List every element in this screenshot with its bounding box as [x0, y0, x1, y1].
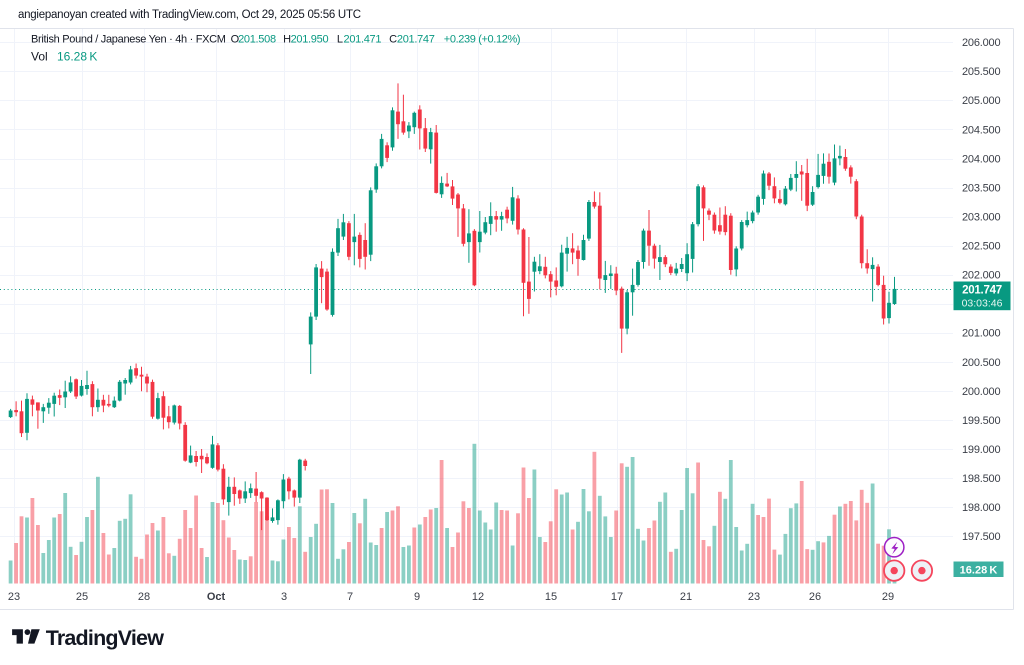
svg-text:201.000: 201.000 — [962, 328, 1000, 340]
svg-text:Vol: Vol — [31, 50, 48, 64]
svg-text:199.000: 199.000 — [962, 444, 1000, 456]
svg-text:202.000: 202.000 — [962, 270, 1000, 282]
svg-text:16.28 K: 16.28 K — [960, 564, 998, 576]
svg-text:17: 17 — [611, 591, 623, 603]
svg-text:201.508: 201.508 — [238, 34, 276, 46]
svg-text:15: 15 — [545, 591, 557, 603]
svg-text:9: 9 — [414, 591, 420, 603]
svg-text:Oct: Oct — [207, 591, 226, 603]
svg-text:16.28 K: 16.28 K — [57, 50, 97, 64]
svg-text:200.000: 200.000 — [962, 386, 1000, 398]
svg-text:203.500: 203.500 — [962, 182, 1000, 194]
svg-text:204.500: 204.500 — [962, 124, 1000, 136]
svg-text:201.747: 201.747 — [397, 34, 435, 46]
svg-text:12: 12 — [472, 591, 484, 603]
svg-text:H: H — [283, 34, 291, 46]
svg-text:29: 29 — [882, 591, 894, 603]
svg-text:197.500: 197.500 — [962, 531, 1000, 543]
svg-text:angiepanoyan created with Trad: angiepanoyan created with TradingView.co… — [18, 9, 361, 21]
svg-text:201.747: 201.747 — [962, 285, 1002, 297]
svg-text:23: 23 — [8, 591, 20, 603]
svg-text:200.500: 200.500 — [962, 357, 1000, 369]
svg-text:03:03:46: 03:03:46 — [962, 298, 1003, 310]
svg-text:25: 25 — [76, 591, 88, 603]
svg-text:203.000: 203.000 — [962, 212, 1000, 224]
svg-text:3: 3 — [281, 591, 287, 603]
svg-text:205.000: 205.000 — [962, 95, 1000, 107]
svg-text:206.000: 206.000 — [962, 37, 1000, 49]
svg-text:202.500: 202.500 — [962, 241, 1000, 253]
svg-text:201.950: 201.950 — [291, 34, 329, 46]
svg-text:TradingView: TradingView — [46, 626, 165, 650]
svg-text:26: 26 — [809, 591, 821, 603]
svg-text:198.500: 198.500 — [962, 473, 1000, 485]
svg-text:204.000: 204.000 — [962, 153, 1000, 165]
svg-text:21: 21 — [680, 591, 692, 603]
svg-text:+0.239 (+0.12%): +0.239 (+0.12%) — [444, 34, 520, 46]
svg-text:C: C — [389, 34, 397, 46]
svg-text:23: 23 — [748, 591, 760, 603]
svg-text:199.500: 199.500 — [962, 415, 1000, 427]
svg-text:205.500: 205.500 — [962, 66, 1000, 78]
svg-text:7: 7 — [347, 591, 353, 603]
svg-text:198.000: 198.000 — [962, 502, 1000, 514]
svg-text:201.471: 201.471 — [344, 34, 382, 46]
svg-text:L: L — [337, 34, 343, 46]
svg-text:28: 28 — [138, 591, 150, 603]
svg-text:British Pound / Japanese Yen ·: British Pound / Japanese Yen · 4h · FXCM — [31, 34, 226, 46]
svg-text:O: O — [231, 34, 240, 46]
